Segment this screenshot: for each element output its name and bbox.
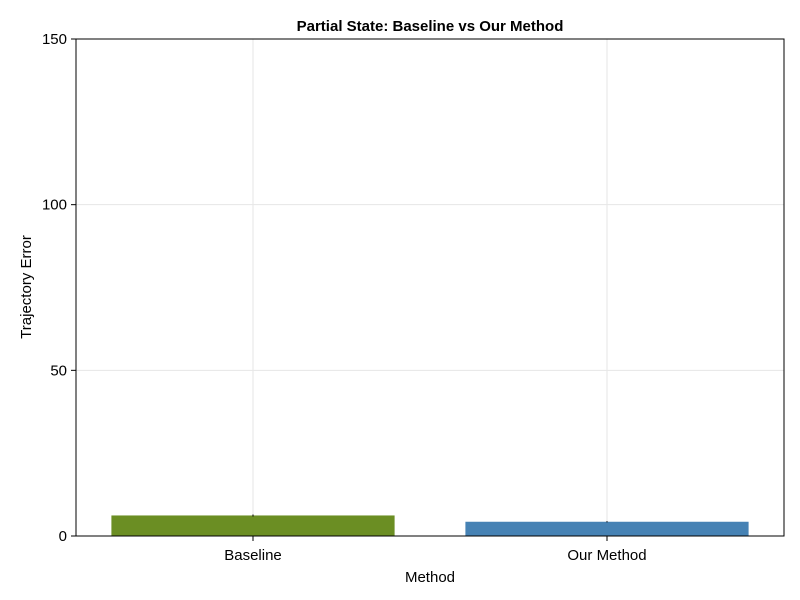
bar-layer — [111, 514, 749, 536]
x-tick-label: Our Method — [567, 547, 646, 564]
plot-frame — [75, 38, 785, 537]
bar-our-method — [465, 521, 749, 536]
y-tick-label: 100 — [42, 197, 67, 214]
bar-baseline — [111, 515, 395, 536]
chart-title: Partial State: Baseline vs Our Method — [297, 18, 564, 35]
y-tick-label: 50 — [50, 362, 67, 379]
y-axis-label: Trajectory Error — [18, 235, 35, 339]
grid-layer — [76, 38, 784, 537]
x-axis-label: Method — [405, 569, 455, 586]
y-tick-label: 0 — [59, 528, 67, 545]
tick-layer: 0 50 100 150 Baseline Our Method — [42, 31, 647, 564]
x-tick-label: Baseline — [224, 547, 282, 564]
y-tick-label: 150 — [42, 31, 67, 48]
